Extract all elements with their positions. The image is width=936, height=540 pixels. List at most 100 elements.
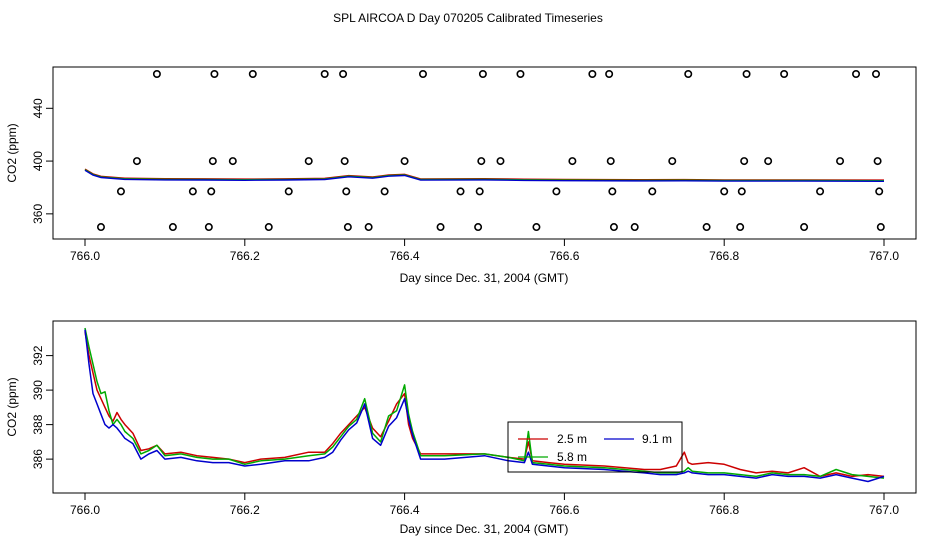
data-point — [343, 223, 352, 232]
data-point — [605, 70, 614, 79]
data-point — [340, 157, 349, 166]
data-point — [475, 187, 484, 196]
data-point — [342, 187, 351, 196]
x-tick-label: 766.2 — [230, 503, 260, 517]
data-point — [152, 70, 161, 79]
chart-panel-top: 766.0 766.2 766.4 766.6 766.8 767.0360400440 … — [5, 66, 917, 285]
series-layer — [84, 168, 885, 183]
data-point — [588, 70, 597, 79]
data-point — [852, 70, 861, 79]
legend-item: 9.1 m — [604, 432, 672, 446]
axes-layer: 766.0 766.2 766.4 766.6 766.8 767.0 386 388 390 3… — [31, 345, 899, 517]
series-line — [84, 327, 885, 479]
x-tick-label: 766.0 — [70, 249, 100, 263]
data-point — [764, 157, 773, 166]
data-point — [742, 70, 751, 79]
data-point — [320, 70, 329, 79]
data-point — [740, 157, 749, 166]
data-point — [875, 187, 884, 196]
chart-title: SPL AIRCOA D Day 070205 Calibrated Times… — [333, 11, 603, 25]
legend-label: 2.5 m — [557, 432, 587, 446]
data-point — [720, 187, 729, 196]
y-tick-label: 386 — [31, 449, 45, 469]
data-point — [736, 223, 745, 232]
y-tick-label: 390 — [31, 380, 45, 400]
data-point — [668, 157, 677, 166]
data-point — [474, 223, 483, 232]
data-point — [96, 223, 105, 232]
x-tick-label: 766.2 — [230, 249, 260, 263]
data-point — [339, 70, 348, 79]
axes-layer: 766.0 766.2 766.4 766.6 766.8 767.0 360 400 440 — [31, 98, 899, 263]
legend: 2.5 m 9.1 m 5.8 m — [507, 421, 683, 473]
data-point — [873, 157, 882, 166]
legend-label: 5.8 m — [557, 450, 587, 464]
legend-item: 2.5 m — [518, 432, 587, 446]
series-line — [84, 329, 885, 483]
series-line — [84, 169, 885, 183]
data-point — [816, 187, 825, 196]
data-point — [284, 187, 293, 196]
data-point — [800, 223, 809, 232]
legend-box — [507, 421, 683, 473]
data-point — [304, 157, 313, 166]
y-axis-label: CO2 (ppm) — [5, 377, 19, 436]
data-point — [609, 223, 618, 232]
data-point — [684, 70, 693, 79]
data-point — [400, 157, 409, 166]
y-tick-label: 388 — [31, 414, 45, 434]
y-tick-label: 400 — [31, 151, 45, 171]
series-line — [84, 168, 885, 181]
y-tick-label: 392 — [31, 345, 45, 365]
data-point — [228, 157, 237, 166]
data-point — [516, 70, 525, 79]
x-axis-label: Day since Dec. 31, 2004 (GMT) — [400, 271, 569, 285]
data-point — [630, 223, 639, 232]
data-point — [702, 223, 711, 232]
plot-frame — [52, 66, 917, 240]
data-point — [132, 157, 141, 166]
x-axis-label: Day since Dec. 31, 2004 (GMT) — [400, 522, 569, 536]
y-tick-label: 440 — [31, 98, 45, 118]
x-tick-label: 766.6 — [549, 249, 579, 263]
data-point — [648, 187, 657, 196]
x-tick-label: 766.4 — [390, 503, 420, 517]
data-point — [210, 70, 219, 79]
plot-frame — [52, 320, 917, 494]
data-point — [264, 223, 273, 232]
legend-label: 9.1 m — [642, 432, 672, 446]
x-tick-label: 767.0 — [869, 503, 899, 517]
points-layer — [96, 70, 885, 232]
data-point — [836, 157, 845, 166]
data-point — [380, 187, 389, 196]
data-point — [208, 157, 217, 166]
data-point — [608, 187, 617, 196]
y-axis-label: CO2 (ppm) — [5, 123, 19, 182]
data-point — [496, 157, 505, 166]
series-line — [84, 169, 885, 182]
x-tick-label: 766.0 — [70, 503, 100, 517]
x-tick-label: 766.4 — [390, 249, 420, 263]
data-point — [418, 70, 427, 79]
x-tick-label: 766.8 — [709, 249, 739, 263]
data-point — [478, 70, 487, 79]
data-point — [207, 187, 216, 196]
data-point — [436, 223, 445, 232]
data-point — [876, 223, 885, 232]
data-point — [737, 187, 746, 196]
x-tick-label: 766.8 — [709, 503, 739, 517]
legend-item: 5.8 m — [518, 450, 587, 464]
chart-panel-bottom: 766.0 766.2 766.4 766.6 766.8 767.0 386 388 390 3… — [5, 320, 917, 536]
data-point — [552, 187, 561, 196]
data-point — [204, 223, 213, 232]
data-point — [168, 223, 177, 232]
data-point — [532, 223, 541, 232]
data-point — [568, 157, 577, 166]
data-point — [456, 187, 465, 196]
data-point — [188, 187, 197, 196]
data-point — [477, 157, 486, 166]
data-point — [248, 70, 257, 79]
data-point — [606, 157, 615, 166]
x-tick-label: 767.0 — [869, 249, 899, 263]
